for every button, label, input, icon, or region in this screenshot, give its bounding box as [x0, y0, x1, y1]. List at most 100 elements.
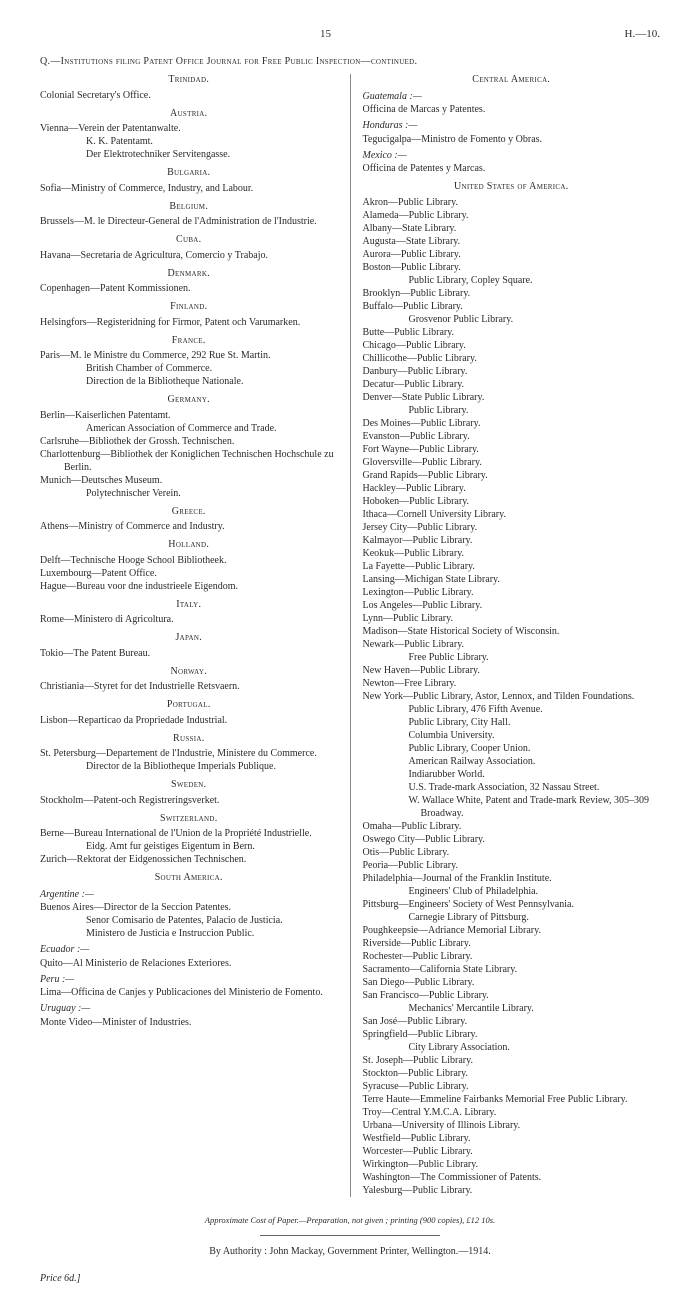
entry: Butte—Public Library. [363, 326, 661, 339]
footer: Approximate Cost of Paper.—Preparation, … [40, 1215, 660, 1259]
entry: Riverside—Public Library. [363, 937, 661, 950]
sub-entry: Mechanics' Mercantile Library. [363, 1002, 661, 1015]
entry: Yalesburg—Public Library. [363, 1184, 661, 1197]
sub-entry: Polytechnischer Verein. [40, 487, 338, 500]
entry: Danbury—Public Library. [363, 365, 661, 378]
country-label: Peru :— [40, 974, 338, 987]
entry: Tegucigalpa—Ministro de Fomento y Obras. [363, 133, 661, 146]
entry: Chicago—Public Library. [363, 339, 661, 352]
authority-line: By Authority : John Mackay, Government P… [40, 1246, 660, 1259]
sub-entry: Director de la Bibliotheque Imperials Pu… [40, 760, 338, 773]
entry: La Fayette—Public Library. [363, 560, 661, 573]
page-header: 15 H.—10. [40, 28, 660, 42]
entry: Augusta—State Library. [363, 235, 661, 248]
entry: Washington—The Commissioner of Patents. [363, 1171, 661, 1184]
entry: Albany—State Library. [363, 222, 661, 235]
entry: Pittsburg—Engineers' Society of West Pen… [363, 898, 661, 911]
entry: Evanston—Public Library. [363, 430, 661, 443]
region-heading: Bulgaria. [40, 167, 338, 180]
entry: Oswego City—Public Library. [363, 833, 661, 846]
entry: Springfield—Public Library. [363, 1028, 661, 1041]
entry: Alameda—Public Library. [363, 209, 661, 222]
entry: Tokio—The Patent Bureau. [40, 647, 338, 660]
entry: Gloversville—Public Library. [363, 456, 661, 469]
footer-rule [260, 1235, 440, 1236]
entry: Hackley—Public Library. [363, 482, 661, 495]
entry: Terre Haute—Emmeline Fairbanks Memorial … [363, 1093, 661, 1106]
country-label: Ecuador :— [40, 944, 338, 957]
right-column: Central America.Guatemala :—Officina de … [350, 74, 661, 1197]
region-heading: United States of America. [363, 181, 661, 194]
country-label: Honduras :— [363, 120, 661, 133]
entry: Chillicothe—Public Library. [363, 352, 661, 365]
entry: Carlsruhe—Bibliothek der Grossh. Technis… [40, 435, 338, 448]
region-heading: Finland. [40, 301, 338, 314]
entry: Fort Wayne—Public Library. [363, 443, 661, 456]
sub-entry: Grosvenor Public Library. [363, 313, 661, 326]
entry: Hoboken—Public Library. [363, 495, 661, 508]
sub-entry: American Railway Association. [363, 755, 661, 768]
entry: Stockholm—Patent-och Registreringsverket… [40, 794, 338, 807]
entry: Kalmayor—Public Library. [363, 534, 661, 547]
entry: Helsingfors—Registeridning for Firmor, P… [40, 316, 338, 329]
sub-entry: Carnegie Library of Pittsburg. [363, 911, 661, 924]
country-label: Uruguay :— [40, 1003, 338, 1016]
region-heading: France. [40, 335, 338, 348]
sub-entry: Columbia University. [363, 729, 661, 742]
entry: Officina de Patentes y Marcas. [363, 162, 661, 175]
entry: Munich—Deutsches Museum. [40, 474, 338, 487]
sub-entry: Public Library, Cooper Union. [363, 742, 661, 755]
region-heading: Cuba. [40, 234, 338, 247]
sub-entry: W. Wallace White, Patent and Trade-mark … [363, 794, 661, 820]
region-heading: South America. [40, 872, 338, 885]
page-number: 15 [320, 28, 331, 42]
region-heading: Norway. [40, 666, 338, 679]
entry: Los Angeles—Public Library. [363, 599, 661, 612]
entry: Hague—Bureau voor dne industrieele Eigen… [40, 580, 338, 593]
entry: Delft—Technische Hooge School Bibliothee… [40, 554, 338, 567]
entry: Jersey City—Public Library. [363, 521, 661, 534]
sub-entry: Ministero de Justicia e Instruccion Publ… [40, 927, 338, 940]
entry: San Diego—Public Library. [363, 976, 661, 989]
entry: Berlin—Kaiserlichen Patentamt. [40, 409, 338, 422]
sub-entry: City Library Association. [363, 1041, 661, 1054]
entry: Luxembourg—Patent Office. [40, 567, 338, 580]
region-heading: Denmark. [40, 268, 338, 281]
columns: Trinidad.Colonial Secretary's Office.Aus… [40, 74, 660, 1197]
entry: Lima—Officina de Canjes y Publicaciones … [40, 986, 338, 999]
entry: Worcester—Public Library. [363, 1145, 661, 1158]
region-heading: Japan. [40, 632, 338, 645]
entry: Athens—Ministry of Commerce and Industry… [40, 520, 338, 533]
entry: Grand Rapids—Public Library. [363, 469, 661, 482]
entry: Sofia—Ministry of Commerce, Industry, an… [40, 182, 338, 195]
entry: Wirkington—Public Library. [363, 1158, 661, 1171]
entry: Brussels—M. le Directeur-General de l'Ad… [40, 215, 338, 228]
entry: Zurich—Rektorat der Eidgenossichen Techn… [40, 853, 338, 866]
sub-entry: Public Library, Copley Square. [363, 274, 661, 287]
entry: Boston—Public Library. [363, 261, 661, 274]
sub-entry: Eidg. Amt fur geistiges Eigentum in Bern… [40, 840, 338, 853]
region-heading: Trinidad. [40, 74, 338, 87]
entry: Sacramento—California State Library. [363, 963, 661, 976]
sub-entry: Public Library. [363, 404, 661, 417]
entry: Lexington—Public Library. [363, 586, 661, 599]
sub-entry: U.S. Trade-mark Association, 32 Nassau S… [363, 781, 661, 794]
country-label: Guatemala :— [363, 91, 661, 104]
doc-code: H.—10. [625, 28, 660, 42]
entry: San José—Public Library. [363, 1015, 661, 1028]
entry: Buffalo—Public Library. [363, 300, 661, 313]
entry: Troy—Central Y.M.C.A. Library. [363, 1106, 661, 1119]
entry: New York—Public Library, Astor, Lennox, … [363, 690, 661, 703]
region-heading: Russia. [40, 733, 338, 746]
entry: Rochester—Public Library. [363, 950, 661, 963]
entry: Denver—State Public Library. [363, 391, 661, 404]
region-heading: Austria. [40, 108, 338, 121]
sub-entry: K. K. Patentamt. [40, 135, 338, 148]
entry: Westfield—Public Library. [363, 1132, 661, 1145]
region-heading: Greece. [40, 506, 338, 519]
entry: Peoria—Public Library. [363, 859, 661, 872]
region-heading: Belgium. [40, 201, 338, 214]
section-title: Q.—Institutions filing Patent Office Jou… [40, 56, 660, 69]
entry: Stockton—Public Library. [363, 1067, 661, 1080]
entry: New Haven—Public Library. [363, 664, 661, 677]
